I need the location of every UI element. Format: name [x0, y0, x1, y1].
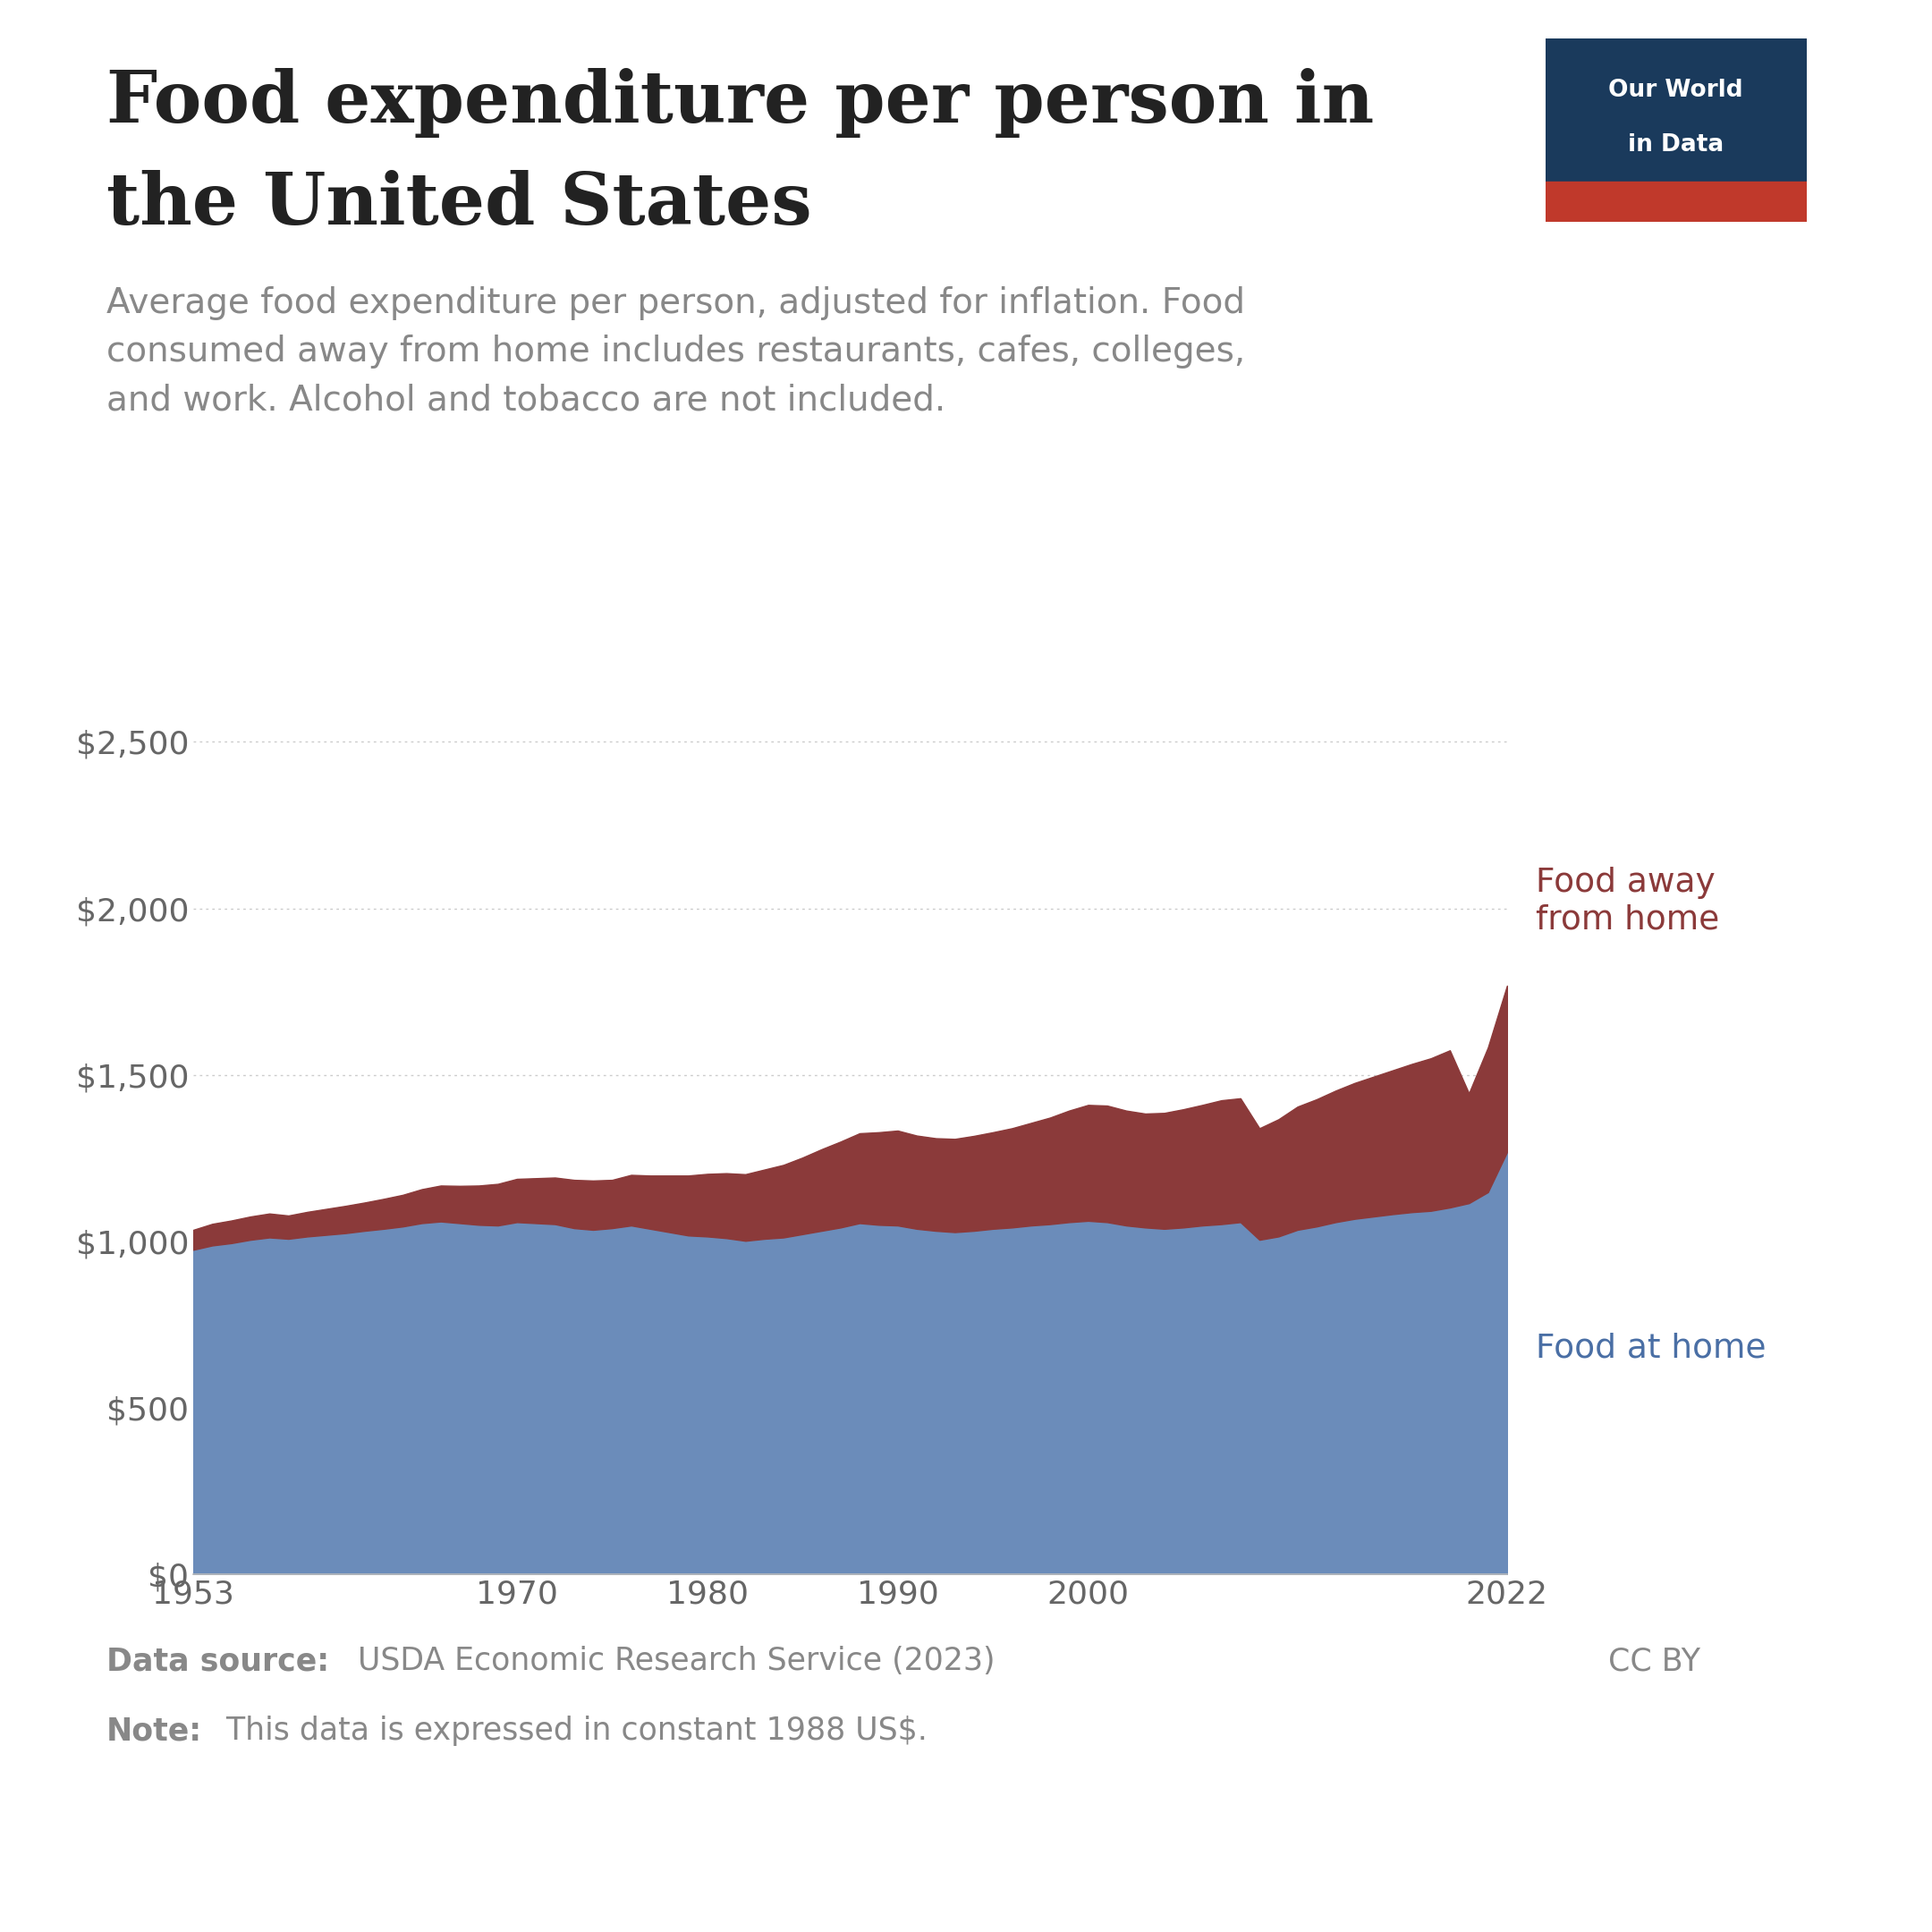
Text: the United States: the United States — [106, 170, 811, 240]
Text: This data is expressed in constant 1988 US$.: This data is expressed in constant 1988 … — [216, 1716, 927, 1747]
Text: Average food expenditure per person, adjusted for inflation. Food
consumed away : Average food expenditure per person, adj… — [106, 286, 1244, 417]
Text: Food expenditure per person in: Food expenditure per person in — [106, 68, 1374, 137]
Text: CC BY: CC BY — [1607, 1646, 1700, 1677]
Bar — [1546, 182, 1806, 222]
Text: Note:: Note: — [106, 1716, 203, 1747]
Text: Food at home: Food at home — [1536, 1331, 1766, 1364]
Text: Food away
from home: Food away from home — [1536, 867, 1719, 937]
Text: Our World: Our World — [1609, 79, 1743, 102]
Text: Data source:: Data source: — [106, 1646, 328, 1677]
Text: USDA Economic Research Service (2023): USDA Economic Research Service (2023) — [348, 1646, 995, 1677]
Text: in Data: in Data — [1629, 133, 1723, 156]
